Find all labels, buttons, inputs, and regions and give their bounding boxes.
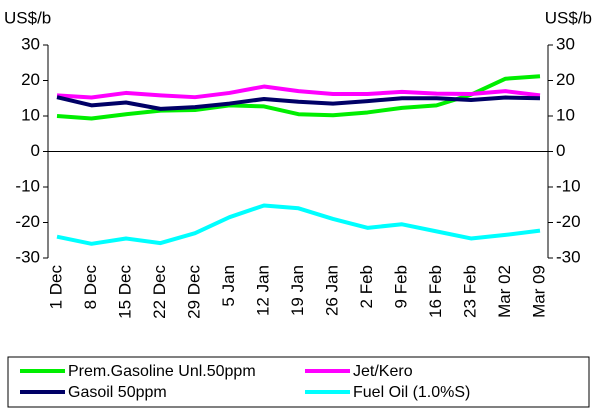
- x-tick-label: 8 Dec: [81, 265, 100, 310]
- x-tick-label: 12 Jan: [253, 265, 272, 316]
- y2-tick-label: -10: [556, 176, 581, 195]
- x-tick-label: Mar 02: [495, 265, 514, 318]
- y-tick-label: -30: [15, 247, 40, 266]
- legend-label: Gasoil 50ppm: [68, 384, 167, 401]
- y-tick-label: 20: [21, 70, 40, 89]
- series-line: [56, 95, 541, 111]
- legend: Prem.Gasoline Unl.50ppm Jet/Kero Gasoil 50…: [20, 363, 470, 401]
- legend-frame: [7, 356, 590, 408]
- y2-tick-label: -20: [556, 212, 581, 231]
- y-tick-label: -10: [15, 176, 40, 195]
- series-line: [56, 74, 541, 121]
- y-tick-label: 0: [31, 141, 40, 160]
- series-line: [56, 84, 541, 100]
- x-tick-label: 2 Feb: [357, 265, 376, 308]
- x-tick-label: 22 Dec: [150, 265, 169, 319]
- y2-tick-label: 30: [556, 34, 575, 53]
- x-tick-label: Mar 09: [529, 265, 548, 318]
- x-tick-label: 16 Feb: [426, 265, 445, 318]
- x-tick-label: 5 Jan: [219, 265, 238, 307]
- y2-tick-label: -30: [556, 247, 581, 266]
- y2-tick-label: 20: [556, 70, 575, 89]
- y-tick-label: -20: [15, 212, 40, 231]
- y2-tick-label: 0: [556, 141, 565, 160]
- legend-label: Fuel Oil (1.0%S): [353, 384, 470, 401]
- y-axis-label: US$/b: [4, 8, 51, 27]
- x-tick-label: 15 Dec: [115, 265, 134, 319]
- x-tick-label: 26 Jan: [322, 265, 341, 316]
- x-tick-label: 1 Dec: [46, 265, 65, 310]
- legend-label: Prem.Gasoline Unl.50ppm: [68, 363, 256, 380]
- x-tick-label: 9 Feb: [391, 265, 410, 308]
- series-line: [56, 203, 541, 246]
- x-tick-label: 29 Dec: [184, 265, 203, 319]
- x-tick-label: 19 Jan: [288, 265, 307, 316]
- y-tick-label: 30: [21, 34, 40, 53]
- y2-tick-label: 10: [556, 105, 575, 124]
- y-tick-label: 10: [21, 105, 40, 124]
- y2-axis-label: US$/b: [545, 8, 592, 27]
- legend-label: Jet/Kero: [353, 363, 413, 380]
- x-tick-label: 23 Feb: [460, 265, 479, 318]
